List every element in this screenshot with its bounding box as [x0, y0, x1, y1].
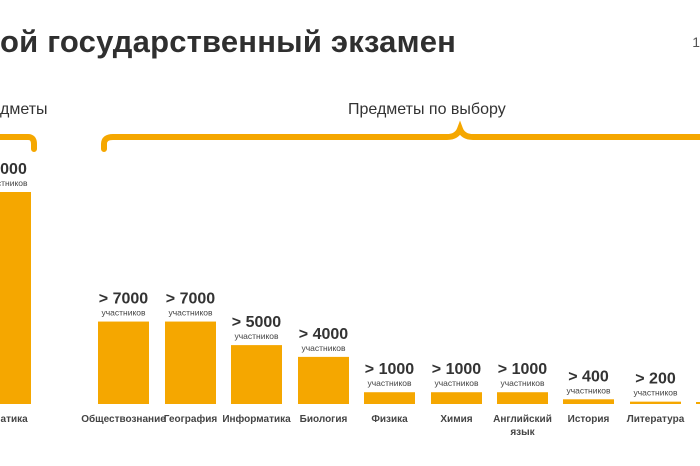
unit-label-8: участников	[566, 385, 611, 395]
category-label-0: …матика	[0, 414, 28, 425]
value-label-1: > 7000	[99, 291, 148, 308]
category-label-8: История	[568, 414, 610, 425]
bar-8	[563, 399, 614, 404]
value-label-2: > 7000	[166, 291, 215, 308]
category-label-1: Обществознание	[81, 413, 166, 425]
unit-label-1: участников	[101, 308, 146, 318]
page-number: 1	[692, 34, 700, 50]
category-label-4: Биология	[300, 414, 348, 425]
value-label-6: > 1000	[432, 361, 481, 378]
value-label-7: > 1000	[498, 361, 547, 378]
bar-9	[630, 401, 681, 404]
slide-title: ой государственный экзамен	[0, 24, 457, 59]
category-label-3: Информатика	[222, 413, 291, 425]
bracket-elective	[101, 120, 700, 152]
unit-label-6: участников	[434, 378, 479, 388]
group-label-elective: Предметы по выбору	[348, 101, 506, 118]
bracket-mandatory	[0, 134, 37, 152]
bar-2	[165, 321, 216, 404]
bar-1	[98, 321, 149, 404]
bar-7	[497, 392, 548, 404]
bar-3	[231, 345, 282, 404]
unit-label-4: участников	[301, 343, 346, 353]
group-label-mandatory: дметы	[0, 101, 48, 118]
category-label-9: Литература	[627, 414, 685, 425]
value-label-4: > 4000	[299, 326, 348, 343]
bar-10	[696, 402, 700, 404]
bar-6	[431, 392, 482, 404]
unit-label-9: участников	[633, 388, 678, 398]
unit-label-3: участников	[234, 331, 279, 341]
category-label-6: Химия	[440, 414, 472, 425]
unit-label-0: участников	[0, 178, 28, 188]
value-label-0: …000	[0, 161, 27, 178]
unit-label-7: участников	[500, 378, 545, 388]
category-label-5: Физика	[371, 414, 408, 425]
category-label-2: География	[164, 413, 218, 425]
bar-4	[298, 356, 349, 404]
unit-label-2: участников	[168, 308, 213, 318]
unit-label-5: участников	[367, 378, 412, 388]
value-label-3: > 5000	[232, 314, 281, 331]
value-label-9: > 200	[635, 371, 676, 388]
value-label-5: > 1000	[365, 361, 414, 378]
bar-5	[364, 392, 415, 404]
value-label-8: > 400	[568, 368, 609, 385]
bar-0	[0, 192, 31, 404]
category-label-7: Английский язык	[493, 414, 552, 438]
